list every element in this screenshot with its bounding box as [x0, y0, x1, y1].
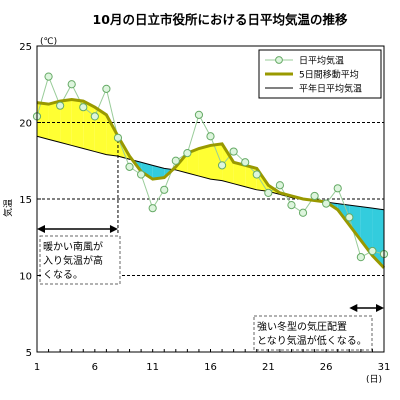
- fill-above-normal: [37, 102, 49, 140]
- annotation-arrowhead: [349, 304, 358, 312]
- fill-above-normal: [210, 143, 223, 181]
- data-point: [229, 147, 238, 156]
- data-point: [368, 246, 377, 256]
- data-point: [333, 184, 342, 193]
- y-tick-label: 10: [19, 272, 32, 283]
- y-unit-label: (℃): [40, 37, 57, 47]
- x-tick-label: 16: [204, 362, 217, 373]
- data-point: [102, 84, 111, 93]
- fill-layer: [37, 99, 384, 268]
- x-unit-label: (日): [366, 374, 382, 385]
- x-tick-label: 6: [92, 362, 98, 373]
- data-point: [171, 156, 180, 165]
- data-point: [322, 199, 331, 208]
- data-point: [113, 133, 123, 142]
- data-point: [345, 213, 354, 222]
- fill-below-normal: [141, 162, 153, 180]
- fill-above-normal: [233, 162, 246, 187]
- data-point: [90, 112, 99, 121]
- annotation-text: となり気温が低くなる。: [257, 334, 367, 347]
- data-point: [194, 110, 204, 119]
- fill-below-normal: [349, 205, 361, 241]
- data-point: [310, 191, 319, 201]
- data-point: [217, 161, 227, 170]
- data-point: [148, 204, 157, 213]
- legend-label: 平年日平均気温: [299, 83, 362, 95]
- data-point: [79, 103, 88, 112]
- fill-above-normal: [222, 143, 234, 184]
- y-tick-label: 5: [26, 348, 32, 359]
- annotation-text: 暖かい南風が: [43, 240, 103, 253]
- data-point: [183, 149, 192, 158]
- y-tick-label: 25: [19, 42, 32, 53]
- annotation-box: [253, 315, 373, 351]
- data-point: [252, 170, 261, 179]
- annotation-text: 強い冬型の気圧配置: [257, 320, 347, 333]
- fill-above-normal: [60, 99, 72, 146]
- fill-above-normal: [48, 101, 61, 143]
- y-tick-label: 15: [19, 195, 32, 206]
- data-point: [264, 188, 273, 197]
- data-point: [160, 185, 169, 194]
- fill-above-normal: [198, 145, 211, 180]
- data-point: [298, 208, 308, 217]
- fill-above-normal: [106, 114, 118, 157]
- data-point: [56, 101, 65, 110]
- data-point: [287, 201, 296, 210]
- x-tick-label: 21: [262, 362, 275, 373]
- y-axis-label: 気温: [2, 199, 14, 217]
- annotation-text: 入り気温が高: [43, 254, 103, 267]
- data-point: [275, 181, 284, 190]
- legend-label: 5日間移動平均: [299, 69, 359, 81]
- series-markers: [32, 72, 389, 262]
- chart-title: 10月の日立市役所における日平均気温の推移: [93, 12, 348, 27]
- x-tick-label: 31: [378, 362, 391, 373]
- data-point: [206, 132, 215, 141]
- data-point: [44, 72, 53, 81]
- legend-marker: [275, 56, 283, 64]
- y-tick-label: 20: [19, 119, 32, 130]
- annotation-arrowhead: [376, 304, 384, 312]
- annotation-arrowhead: [37, 225, 45, 233]
- annotation-arrowhead: [109, 225, 118, 233]
- fill-above-normal: [71, 99, 84, 149]
- data-point: [67, 80, 76, 89]
- data-point: [356, 253, 365, 262]
- fill-below-normal: [152, 165, 165, 180]
- annotation-text: くなる。: [43, 269, 83, 281]
- annotation-box: [39, 235, 121, 285]
- data-point: [241, 158, 250, 167]
- x-tick-label: 11: [146, 362, 159, 373]
- data-point: [125, 162, 134, 171]
- legend-label: 日平均気温: [299, 55, 344, 67]
- data-point: [137, 170, 146, 179]
- x-tick-label: 26: [320, 362, 333, 373]
- x-tick-label: 1: [34, 362, 40, 373]
